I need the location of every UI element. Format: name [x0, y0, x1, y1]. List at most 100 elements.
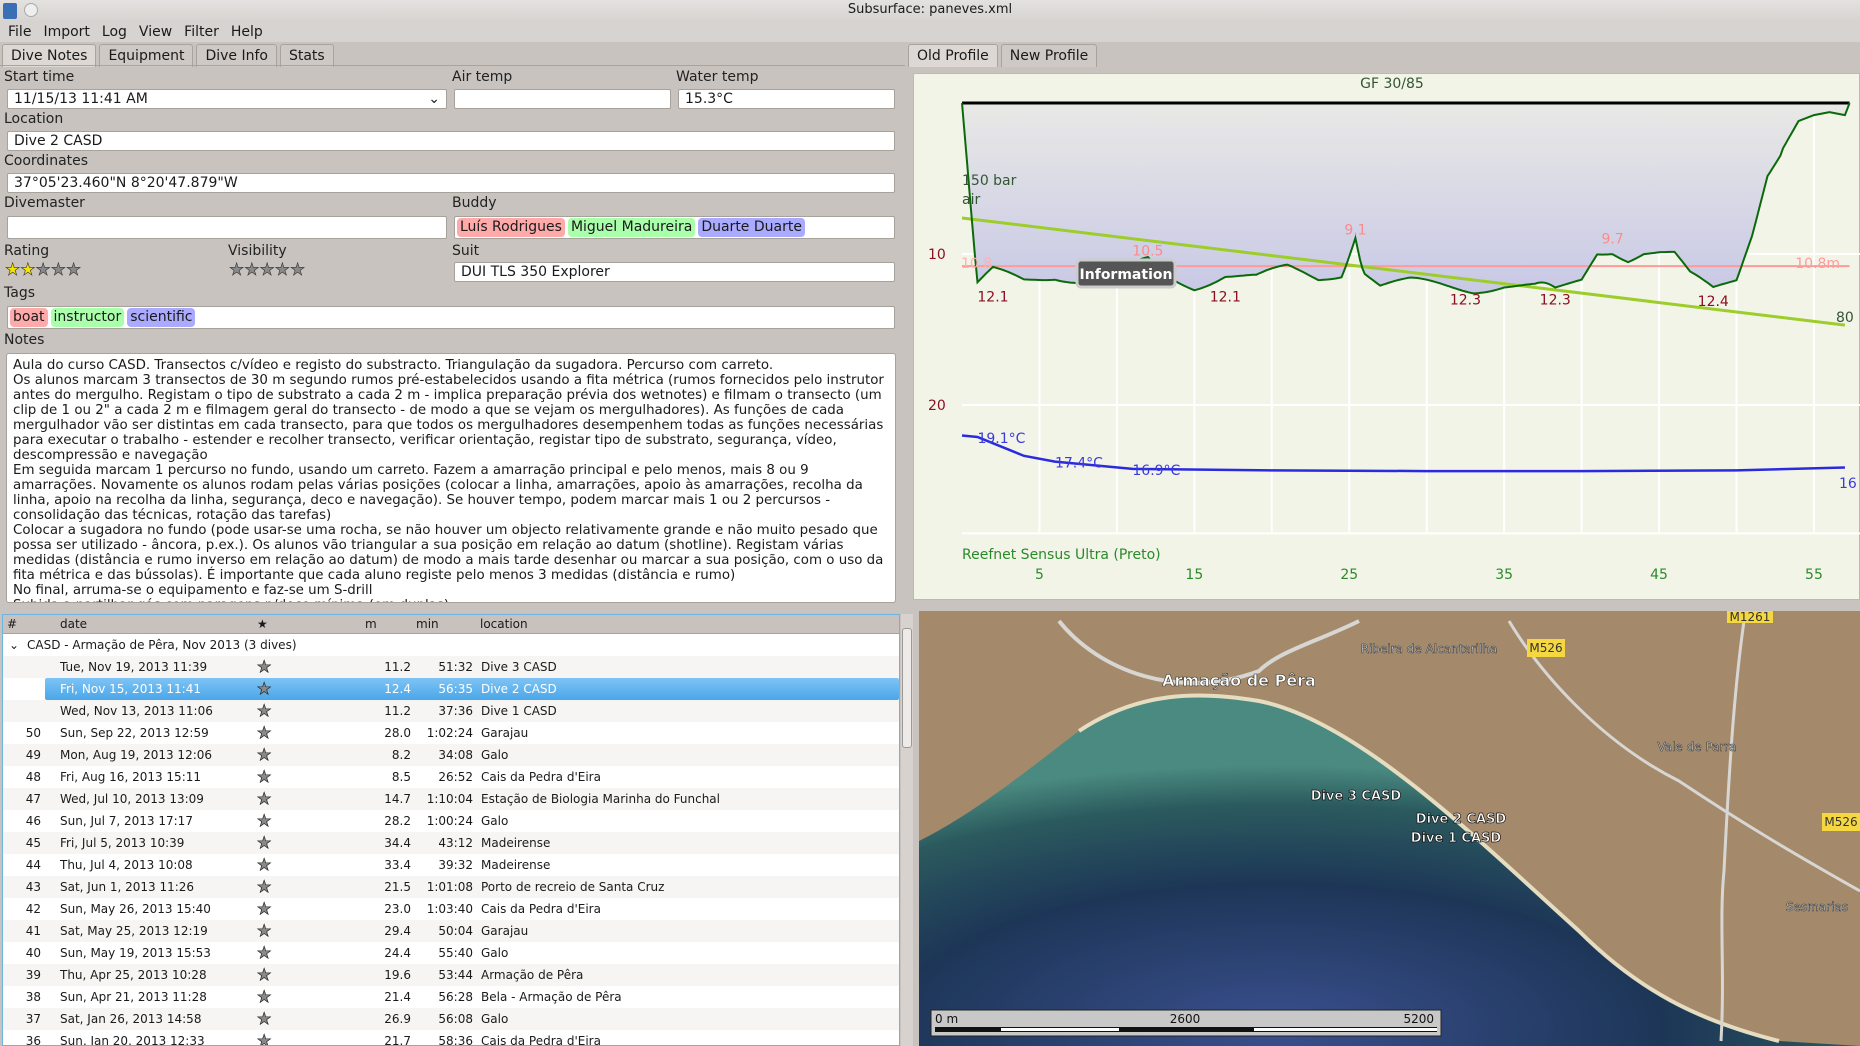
dive-rating-star-icon[interactable]: ★: [257, 833, 272, 852]
dive-rating-star-icon[interactable]: ★: [257, 657, 272, 676]
dive-rating-star-icon[interactable]: ★: [257, 1031, 272, 1046]
menu-import[interactable]: Import: [43, 24, 90, 40]
dive-rating-star-icon[interactable]: ★: [257, 877, 272, 896]
dive-rating-star-icon[interactable]: ★: [257, 767, 272, 786]
water-temp-field[interactable]: 15.3°C: [678, 89, 895, 109]
air-temp-field[interactable]: [454, 89, 671, 109]
dive-row[interactable]: Tue, Nov 19, 2013 11:39 ★ ★ ★ ★ ★ 11.2 51:32…: [3, 656, 899, 678]
dive-rating-star-icon[interactable]: ★: [257, 723, 272, 742]
dive-rating-star-icon[interactable]: ★: [257, 811, 272, 830]
dive-rating-star-icon[interactable]: ★: [257, 701, 272, 720]
dive-row[interactable]: 48 Fri, Aug 16, 2013 15:11 ★ ★ ★ ★ ★ 8.5 26:…: [3, 766, 899, 788]
dive-rating-star-icon[interactable]: ★: [257, 855, 272, 874]
dive-rating-star-icon[interactable]: ★: [257, 987, 272, 1006]
notes-textarea[interactable]: Aula do curso CASD. Transectos c/vídeo e…: [6, 353, 896, 603]
dive-rating-star-icon[interactable]: ★: [257, 767, 272, 786]
dive-rating-star-icon[interactable]: ★: [257, 657, 272, 676]
dive-row[interactable]: 46 Sun, Jul 7, 2013 17:17 ★ ★ ★ ★ ★ 28.2 1:0…: [3, 810, 899, 832]
dive-rating-star-icon[interactable]: ★: [257, 1009, 272, 1028]
dive-rating-star-icon[interactable]: ★: [257, 767, 272, 786]
dive-rating-star-icon[interactable]: ★: [257, 921, 272, 940]
dive-rating-star-icon[interactable]: ★: [257, 965, 272, 984]
buddy-chip[interactable]: Miguel Madureira: [567, 218, 696, 237]
dive-rating-star-icon[interactable]: ★: [257, 701, 272, 720]
rating-star-icon[interactable]: ★: [5, 260, 21, 280]
dive-rating-star-icon[interactable]: ★: [257, 877, 272, 896]
dive-rating-star-icon[interactable]: ★: [257, 833, 272, 852]
divemaster-field[interactable]: [7, 216, 447, 239]
information-button-label[interactable]: Information: [1080, 267, 1173, 283]
col-date[interactable]: date: [60, 617, 88, 631]
dive-rating-star-icon[interactable]: ★: [257, 833, 272, 852]
dive-rating-star-icon[interactable]: ★: [257, 723, 272, 742]
menu-log[interactable]: Log: [101, 24, 127, 40]
dive-rating-star-icon[interactable]: ★: [257, 987, 272, 1006]
dive-rating-star-icon[interactable]: ★: [257, 855, 272, 874]
dive-rating-star-icon[interactable]: ★: [257, 965, 272, 984]
location-field[interactable]: Dive 2 CASD: [7, 131, 895, 151]
menu-help[interactable]: Help: [230, 24, 263, 40]
col-depth[interactable]: m: [365, 617, 377, 631]
visibility-star-icon[interactable]: ★: [229, 260, 245, 280]
dive-row[interactable]: 50 Sun, Sep 22, 2013 12:59 ★ ★ ★ ★ ★ 28.0 1:…: [3, 722, 899, 744]
window-menu-button[interactable]: [24, 3, 38, 17]
dive-rating-star-icon[interactable]: ★: [257, 899, 272, 918]
start-time-field[interactable]: 11/15/13 11:41 AM ⌄: [7, 89, 447, 109]
coordinates-field[interactable]: 37°05'23.460"N 8°20'47.879"W: [7, 173, 895, 193]
dive-row[interactable]: 45 Fri, Jul 5, 2013 10:39 ★ ★ ★ ★ ★ 34.4 43:…: [3, 832, 899, 854]
visibility-star-icon[interactable]: ★: [244, 260, 260, 280]
menu-view[interactable]: View: [138, 24, 173, 40]
visibility-star-icon[interactable]: ★: [259, 260, 275, 280]
col-number[interactable]: #: [7, 617, 18, 631]
dive-rating-star-icon[interactable]: ★: [257, 877, 272, 896]
tag-chip[interactable]: scientific: [127, 308, 196, 327]
dive-rating-star-icon[interactable]: ★: [257, 1009, 272, 1028]
collapse-icon[interactable]: ⌄: [9, 638, 20, 652]
col-location[interactable]: location: [480, 617, 528, 631]
dive-rating-star-icon[interactable]: ★: [257, 855, 272, 874]
dive-rating-star-icon[interactable]: ★: [257, 965, 272, 984]
dive-rating-star-icon[interactable]: ★: [257, 745, 272, 764]
dive-rating-star-icon[interactable]: ★: [257, 723, 272, 742]
dive-rating-star-icon[interactable]: ★: [257, 833, 272, 852]
dive-rating-star-icon[interactable]: ★: [257, 833, 272, 852]
dive-rating-star-icon[interactable]: ★: [257, 657, 272, 676]
dive-rating-star-icon[interactable]: ★: [257, 921, 272, 940]
tab-old-profile[interactable]: Old Profile: [908, 44, 998, 67]
dive-rating-star-icon[interactable]: ★: [257, 921, 272, 940]
buddy-field[interactable]: Luís Rodrigues Miguel Madureira Duarte Dua…: [454, 216, 895, 239]
dive-rating-star-icon[interactable]: ★: [257, 899, 272, 918]
dive-rating-star-icon[interactable]: ★: [257, 811, 272, 830]
dive-rating-star-icon[interactable]: ★: [257, 679, 272, 698]
visibility-stars[interactable]: ★★★★★: [229, 260, 306, 280]
dive-rating-star-icon[interactable]: ★: [257, 921, 272, 940]
dive-rating-star-icon[interactable]: ★: [257, 701, 272, 720]
rating-star-icon[interactable]: ★: [20, 260, 36, 280]
dive-row[interactable]: 41 Sat, May 25, 2013 12:19 ★ ★ ★ ★ ★ 29.4 50…: [3, 920, 899, 942]
dive-list-scrollbar[interactable]: [901, 614, 913, 1046]
trip-row[interactable]: ⌄ CASD - Armação de Pêra, Nov 2013 (3 di…: [3, 634, 899, 656]
menu-filter[interactable]: Filter: [184, 24, 219, 40]
dive-rating-star-icon[interactable]: ★: [257, 1009, 272, 1028]
tab-new-profile[interactable]: New Profile: [1000, 44, 1098, 67]
dive-row[interactable]: 36 Sun, Jan 20, 2013 12:33 ★ ★ ★ ★ ★ 21.7 58…: [3, 1030, 899, 1046]
dive-rating-star-icon[interactable]: ★: [257, 1009, 272, 1028]
dive-rating-star-icon[interactable]: ★: [257, 943, 272, 962]
rating-stars[interactable]: ★★★★★: [5, 260, 82, 280]
dive-rating-star-icon[interactable]: ★: [257, 745, 272, 764]
tags-field[interactable]: boat instructor scientific: [7, 306, 895, 329]
dive-rating-star-icon[interactable]: ★: [257, 789, 272, 808]
dive-rating-star-icon[interactable]: ★: [257, 789, 272, 808]
col-rating[interactable]: ★: [257, 617, 268, 631]
rating-star-icon[interactable]: ★: [50, 260, 66, 280]
dive-rating-star-icon[interactable]: ★: [257, 657, 272, 676]
dive-rating-star-icon[interactable]: ★: [257, 811, 272, 830]
dive-rating-star-icon[interactable]: ★: [257, 789, 272, 808]
buddy-chip[interactable]: Duarte Duarte: [698, 218, 805, 237]
dive-rating-star-icon[interactable]: ★: [257, 899, 272, 918]
dive-rating-star-icon[interactable]: ★: [257, 921, 272, 940]
tab-dive-notes[interactable]: Dive Notes: [2, 44, 97, 67]
visibility-star-icon[interactable]: ★: [274, 260, 290, 280]
dive-row[interactable]: 49 Mon, Aug 19, 2013 12:06 ★ ★ ★ ★ ★ 8.2 34:…: [3, 744, 899, 766]
dive-rating-star-icon[interactable]: ★: [257, 1031, 272, 1046]
